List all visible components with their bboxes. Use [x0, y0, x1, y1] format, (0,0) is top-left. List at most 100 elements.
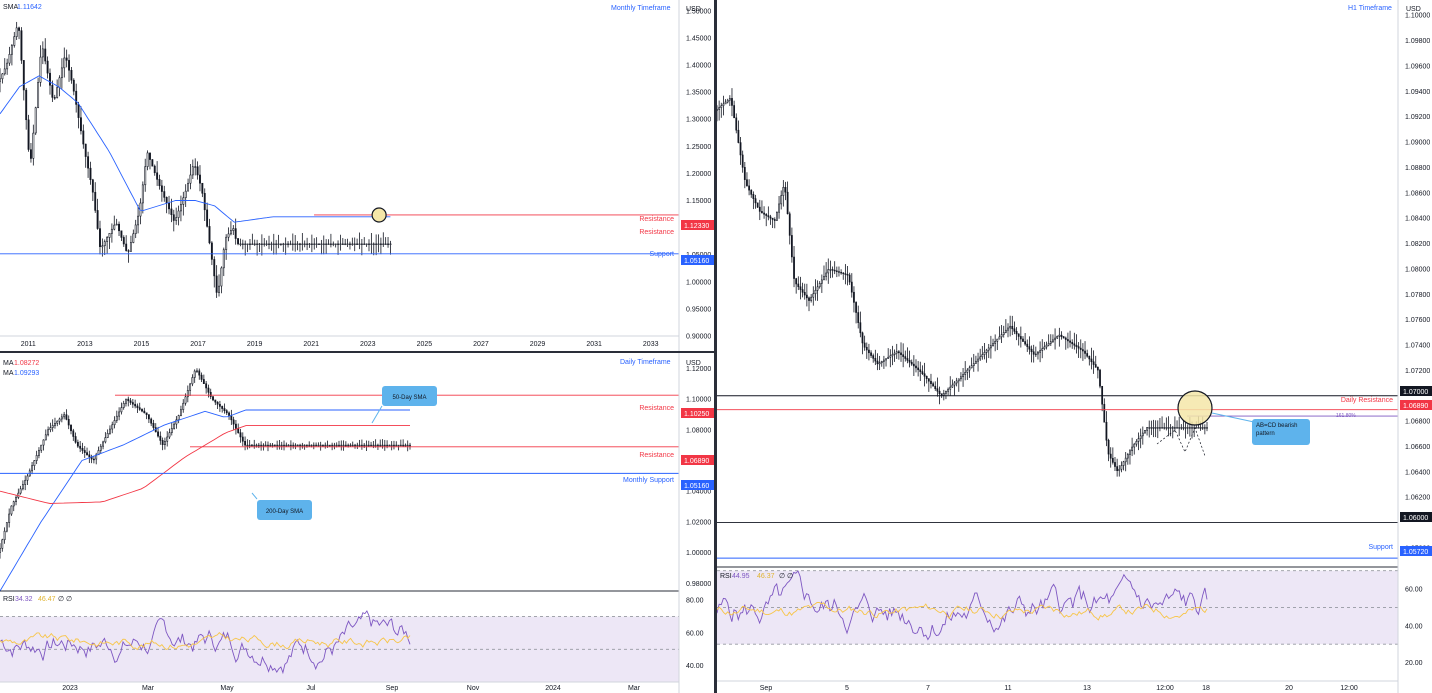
monthly-candle: [337, 243, 340, 245]
h1-y-tick: 1.09000: [1405, 140, 1430, 147]
daily-candle: [54, 423, 56, 426]
daily-candle: [402, 444, 405, 447]
h1-candle: [876, 360, 879, 365]
daily-candle: [21, 484, 24, 490]
h1-y-tick: 1.09400: [1405, 89, 1430, 96]
monthly-candle: [244, 243, 247, 245]
h1-candle: [1049, 341, 1052, 344]
daily-candle: [209, 391, 212, 397]
daily-candle: [189, 383, 192, 391]
monthly-candle: [34, 107, 37, 134]
h1-candle: [1126, 454, 1129, 459]
h1-candle: [1047, 343, 1050, 346]
h1-y-tick: 1.10000: [1405, 13, 1430, 20]
h1-candle: [1099, 369, 1101, 387]
monthly-candle: [58, 77, 61, 88]
h1-candle: [739, 142, 742, 156]
monthly-x-tick: 2019: [247, 341, 263, 348]
daily-legend-2-name: MA: [3, 370, 14, 377]
h1-candle: [829, 269, 832, 271]
daily-candle: [58, 418, 61, 422]
monthly-chart-panel[interactable]: 1.50000 1.45000 1.40000 1.35000 1.30000 1.250…: [0, 0, 714, 351]
h1-candle: [842, 272, 845, 275]
abcd-callout-text: AB=CD bearish pattern: [1256, 423, 1298, 437]
daily-candle: [367, 444, 370, 447]
monthly-candle: [158, 179, 161, 187]
h1-candle: [1043, 346, 1046, 349]
h1-candle: [748, 185, 750, 191]
h1-candle: [1206, 427, 1208, 429]
h1-daily-resistance-tag: [1400, 400, 1432, 410]
daily-candle: [393, 444, 395, 447]
daily-candle: [232, 419, 235, 425]
h1-candle: [1139, 435, 1142, 439]
monthly-candle: [182, 197, 185, 205]
horizontal-panel-divider[interactable]: [0, 351, 714, 353]
h1-chart-panel[interactable]: 1.10000 1.09800 1.09600 1.09400 1.09200 1.090…: [717, 0, 1432, 693]
daily-candle: [49, 427, 52, 431]
h1-candle: [793, 256, 795, 279]
callout-200-day-sma: [257, 500, 312, 520]
abcd-callout-pointer: [1211, 412, 1255, 423]
daily-x-tick: Sep: [386, 685, 399, 692]
daily-candle: [404, 444, 407, 447]
daily-candle: [349, 444, 352, 447]
daily-candle: [102, 441, 104, 447]
daily-candle: [31, 465, 33, 472]
monthly-candle: [349, 243, 351, 245]
daily-candle: [79, 445, 82, 449]
h1-rsi-value-1: 44.95: [732, 573, 750, 580]
h1-candle: [949, 386, 952, 390]
monthly-candle: [68, 60, 70, 71]
daily-candle: [12, 501, 15, 507]
h1-price-axis: 1.10000 1.09800 1.09600 1.09400 1.09200 1.090…: [1405, 13, 1430, 667]
h1-level-107-price: 1.07000: [1403, 389, 1428, 396]
daily-candle: [120, 407, 123, 413]
h1-candle: [1024, 341, 1027, 345]
h1-rsi-value-2: 46.37: [757, 573, 775, 580]
monthly-candle: [168, 202, 170, 210]
monthly-candle: [368, 243, 370, 245]
monthly-candle: [313, 243, 316, 245]
monthly-support-price: 1.05160: [684, 258, 709, 265]
h1-candle: [1152, 427, 1155, 429]
monthly-candle: [127, 250, 130, 252]
daily-candle: [306, 444, 308, 447]
h1-currency-label: USD: [1406, 6, 1421, 13]
monthly-candle: [341, 243, 344, 245]
daily-candle: [161, 440, 164, 445]
monthly-candle: [232, 228, 235, 231]
monthly-candle: [344, 243, 347, 245]
daily-chart-panel[interactable]: 1.120001.100001.080001.060001.040001.020…: [0, 353, 714, 693]
h1-candle: [1011, 325, 1014, 330]
h1-candle: [750, 189, 753, 195]
daily-candle: [237, 428, 240, 433]
monthly-candle: [144, 166, 147, 186]
h1-x-tick: 18: [1202, 685, 1210, 692]
h1-x-tick: 13: [1083, 685, 1091, 692]
h1-x-tick: 20: [1285, 685, 1293, 692]
daily-candle: [74, 436, 77, 443]
h1-candle: [1141, 432, 1144, 437]
h1-candle: [743, 167, 746, 180]
daily-candle: [244, 440, 247, 446]
monthly-candle: [87, 156, 90, 169]
vertical-panel-divider[interactable]: [714, 0, 717, 693]
monthly-candle: [151, 159, 154, 167]
h1-candle: [1009, 325, 1012, 329]
h1-candle: [846, 274, 849, 276]
monthly-candle: [32, 132, 35, 159]
callout-200-day-text: 200-Day SMA: [266, 509, 303, 515]
h1-candle: [872, 355, 875, 359]
h1-candle: [1111, 457, 1114, 463]
monthly-candle: [282, 243, 285, 245]
h1-candle: [1197, 427, 1200, 429]
h1-candle: [1122, 461, 1125, 466]
monthly-candle: [49, 72, 51, 86]
monthly-candle: [225, 236, 228, 250]
daily-candle: [269, 444, 272, 447]
h1-candle: [720, 105, 723, 108]
h1-candle: [1032, 351, 1035, 355]
monthly-y-tick: 1.35000: [686, 90, 711, 97]
h1-candle: [960, 376, 962, 380]
